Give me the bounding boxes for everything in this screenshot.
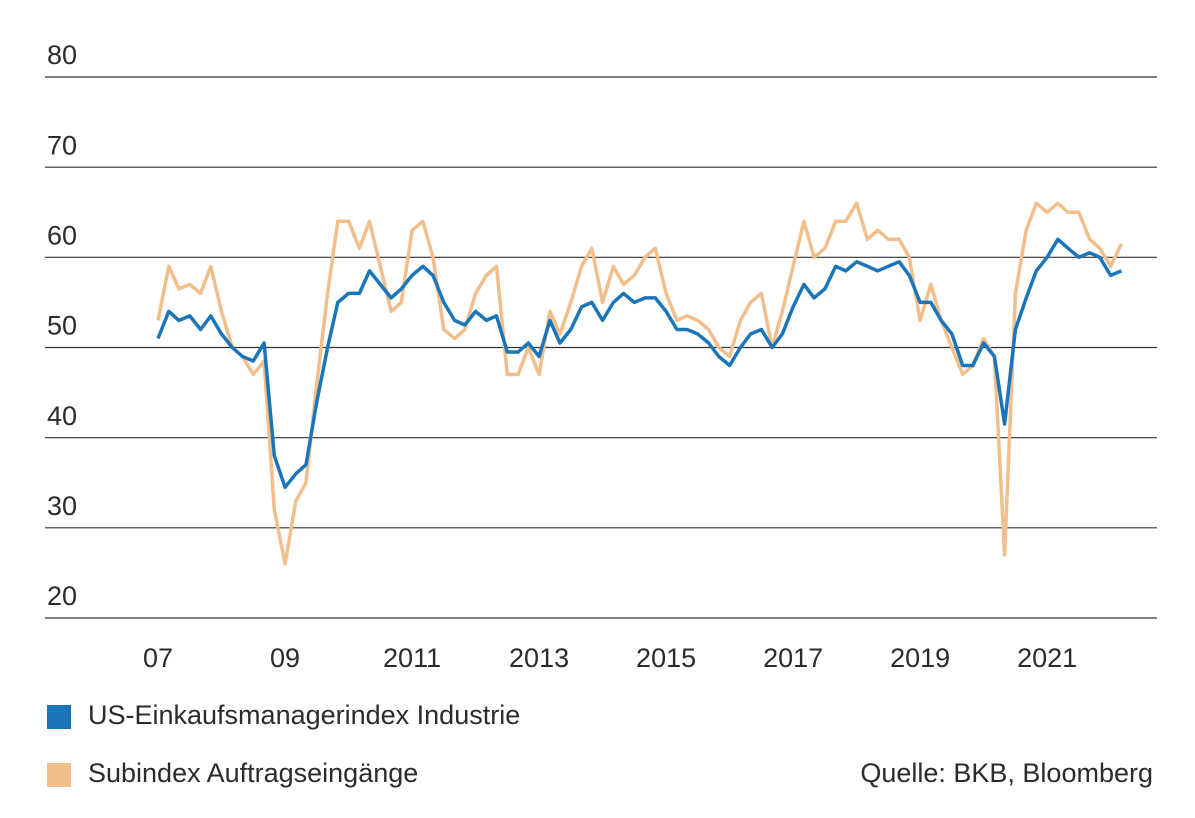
x-tick-label: 2017: [763, 643, 823, 673]
y-tick-label: 50: [47, 311, 77, 341]
x-tick-label: 2021: [1017, 643, 1077, 673]
legend-label: Subindex Auftragseingänge: [88, 758, 418, 788]
x-tick-label: 2015: [636, 643, 696, 673]
x-tick-label: 2013: [509, 643, 569, 673]
legend-swatch: [47, 705, 71, 729]
y-tick-label: 40: [47, 401, 77, 431]
x-tick-label: 2011: [383, 643, 441, 673]
legend-swatch: [47, 763, 71, 787]
x-tick-label: 2019: [890, 643, 950, 673]
y-tick-label: 30: [47, 491, 77, 521]
y-tick-label: 20: [47, 581, 77, 611]
y-tick-label: 80: [47, 40, 77, 70]
series-line: [156, 201, 1123, 566]
legend-label: US-Einkaufsmanagerindex Industrie: [88, 700, 520, 730]
source: Quelle: BKB, Bloomberg: [860, 758, 1153, 788]
y-tick-label: 60: [47, 220, 77, 250]
series-line: [156, 237, 1123, 490]
x-tick-label: 07: [143, 643, 173, 673]
y-tick-label: 70: [47, 130, 77, 160]
x-tick-label: 09: [270, 643, 300, 673]
